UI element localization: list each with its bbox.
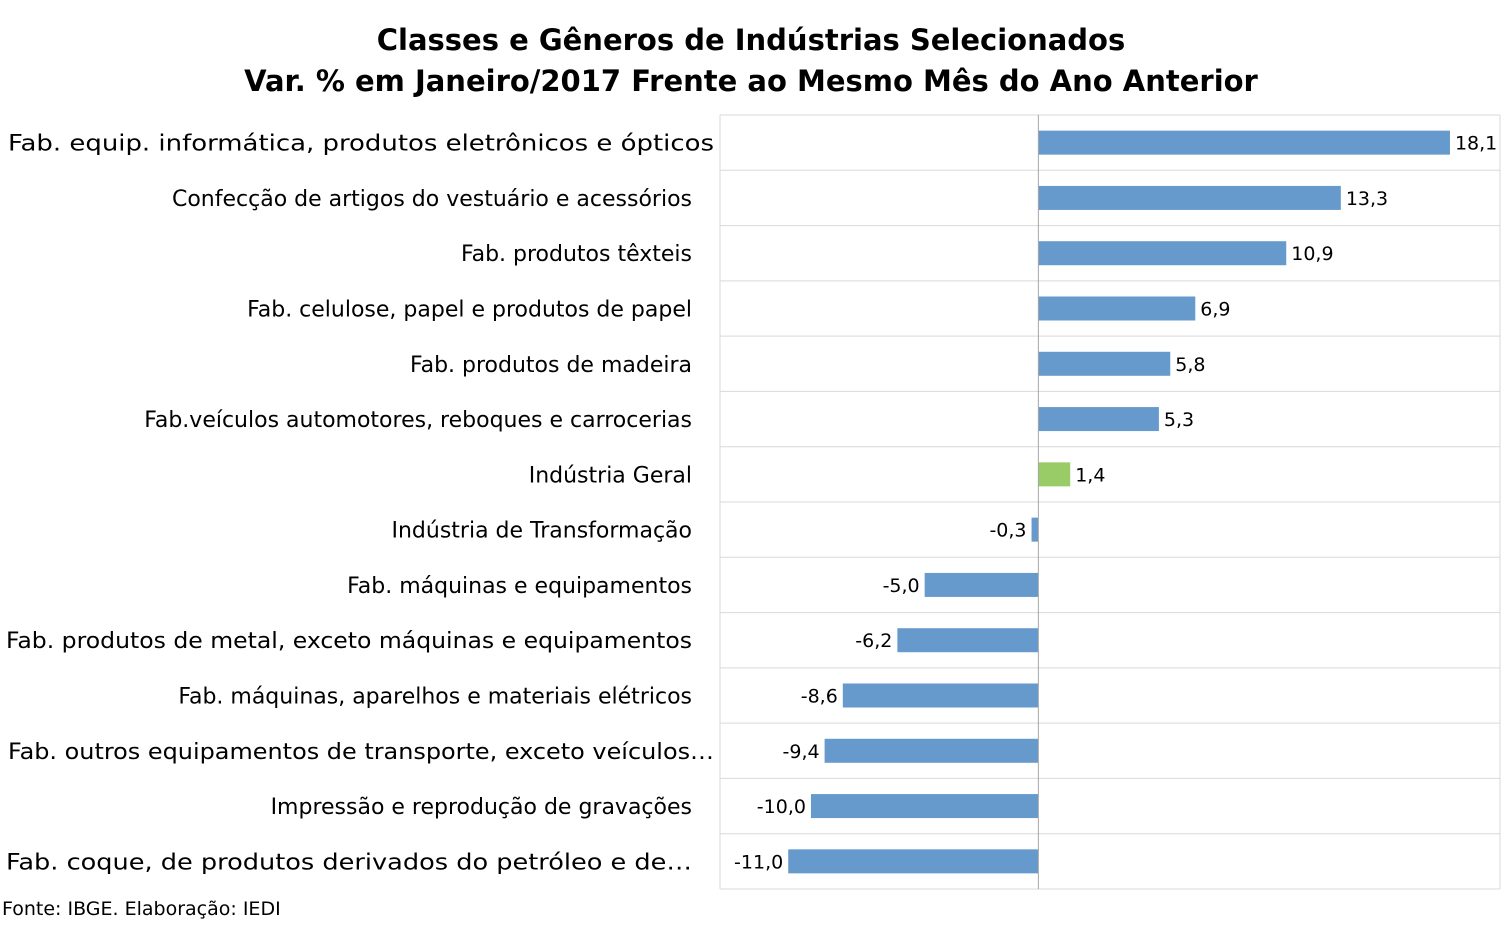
bar xyxy=(1038,407,1159,432)
bar xyxy=(1038,296,1196,321)
data-label: -11,0 xyxy=(734,851,783,873)
category-label: Confecção de artigos do vestuário e aces… xyxy=(172,187,692,212)
bar xyxy=(1038,351,1171,376)
category-label: Fab. produtos de madeira xyxy=(410,353,692,378)
data-label: -0,3 xyxy=(989,520,1026,542)
chart-title-block: Classes e Gêneros de Indústrias Selecion… xyxy=(0,20,1502,102)
data-label: -8,6 xyxy=(801,686,838,708)
data-label: -9,4 xyxy=(783,741,820,763)
category-label: Impressão e reprodução de gravações xyxy=(271,795,692,820)
bar xyxy=(1038,241,1287,266)
data-label: 10,9 xyxy=(1291,243,1333,265)
bar xyxy=(842,683,1039,708)
category-label: Fab. outros equipamentos de transporte, … xyxy=(8,740,714,765)
data-label: 1,4 xyxy=(1075,464,1105,486)
bar xyxy=(924,572,1039,597)
bar xyxy=(810,794,1039,819)
bar xyxy=(1031,517,1039,542)
data-label: 5,8 xyxy=(1175,354,1205,376)
data-label: -6,2 xyxy=(855,630,892,652)
category-label: Fab. coque, de produtos derivados do pet… xyxy=(6,850,692,875)
bar xyxy=(1038,462,1071,487)
category-label: Fab. máquinas, aparelhos e materiais elé… xyxy=(178,685,692,710)
data-label: 6,9 xyxy=(1200,299,1230,321)
data-label: 5,3 xyxy=(1164,409,1194,431)
bar xyxy=(788,849,1039,874)
bar xyxy=(824,738,1039,763)
category-label: Indústria Geral xyxy=(529,463,692,488)
chart-title: Classes e Gêneros de Indústrias Selecion… xyxy=(376,23,1126,57)
data-label: 13,3 xyxy=(1346,188,1388,210)
category-label: Fab. celulose, papel e produtos de papel xyxy=(247,298,692,323)
data-label: -5,0 xyxy=(883,575,920,597)
chart-subtitle: Var. % em Janeiro/2017 Frente ao Mesmo M… xyxy=(244,64,1258,98)
bar xyxy=(1038,130,1450,155)
category-label: Fab. produtos de metal, exceto máquinas … xyxy=(6,629,692,654)
category-label: Fab. equip. informática, produtos eletrô… xyxy=(8,132,714,157)
data-label: 18,1 xyxy=(1455,133,1497,155)
category-label: Fab. produtos têxteis xyxy=(461,242,692,267)
category-label: Indústria de Transformação xyxy=(391,519,692,544)
chart-source: Fonte: IBGE. Elaboração: IEDI xyxy=(2,898,281,920)
category-label: Fab.veículos automotores, reboques e car… xyxy=(144,408,692,433)
bar xyxy=(897,628,1039,653)
bar xyxy=(1038,185,1341,210)
category-label: Fab. máquinas e equipamentos xyxy=(347,574,692,599)
data-label: -10,0 xyxy=(757,796,806,818)
